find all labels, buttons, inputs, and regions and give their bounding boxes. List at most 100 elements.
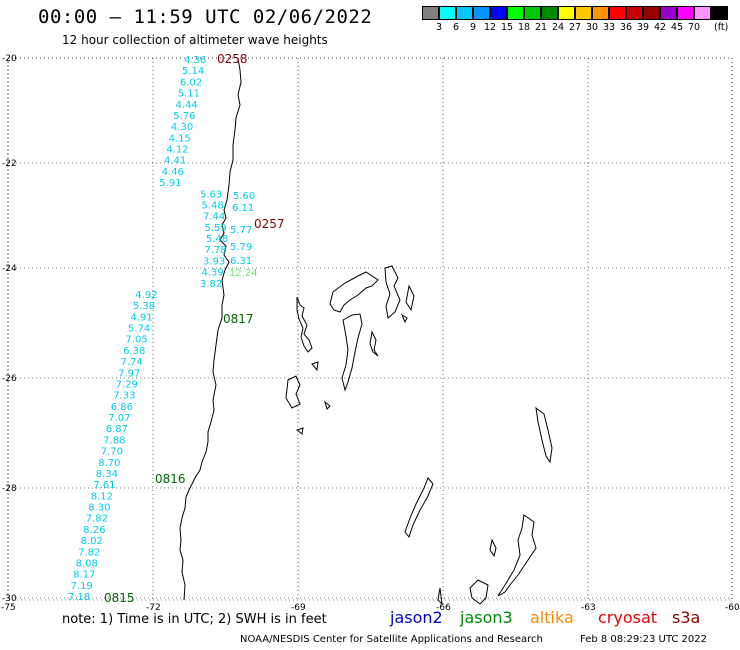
swh-value: 6.87 xyxy=(106,424,128,435)
coastline-southeast xyxy=(437,514,537,606)
swh-value: 7.88 xyxy=(103,435,125,446)
colorbar-tick-label: 6 xyxy=(452,22,460,33)
colorbar-swatch xyxy=(439,6,456,20)
swh-value: 7.29 xyxy=(116,379,138,390)
swh-value: 7.61 xyxy=(93,480,115,491)
colorbar-swatch xyxy=(711,6,728,20)
colorbar-swatch xyxy=(541,6,558,20)
swh-value: 5.79 xyxy=(230,242,252,253)
longitude-tick-label: -66 xyxy=(436,603,451,613)
swh-value: 5.59 xyxy=(205,223,227,234)
longitude-tick-label: -60 xyxy=(725,603,740,613)
swh-value: 7.74 xyxy=(121,357,143,368)
map-subtitle: 12 hour collection of altimeter wave hei… xyxy=(62,33,328,47)
swh-value: 4.30 xyxy=(171,122,193,133)
longitude-tick-label: -69 xyxy=(291,603,306,613)
colorbar-tick-label: 18 xyxy=(517,22,531,33)
swh-value: 7.19 xyxy=(71,581,93,592)
colorbar-tick-label: 45 xyxy=(670,22,684,33)
swh-value: 5.14 xyxy=(182,66,204,77)
coastline-mainland xyxy=(179,57,242,601)
satellite-cryosat: cryosat xyxy=(598,608,658,627)
swh-value: 4.41 xyxy=(164,156,186,167)
map-title: 00:00 – 11:59 UTC 02/06/2022 xyxy=(38,6,373,28)
swh-value: 8.02 xyxy=(81,536,103,547)
colorbar-tick-label: 30 xyxy=(585,22,599,33)
swh-value: 4.91 xyxy=(130,312,152,323)
axis-ticks: -20 -22 -24 -26 -28 -30-75 -72 -69 -66 -63 -60 xyxy=(1,54,740,613)
time-labels: 0258 0257 0817 0816 0815 xyxy=(104,52,285,605)
colorbar-tick-label: 36 xyxy=(619,22,633,33)
swh-value: 4.36 xyxy=(184,55,206,66)
swh-value: 7.78 xyxy=(205,245,227,256)
swh-value: 4.39 xyxy=(202,268,224,279)
swh-value: 4.46 xyxy=(162,167,184,178)
colorbar-swatch xyxy=(490,6,507,20)
longitude-tick-label: -72 xyxy=(146,603,161,613)
colorbar-tick-label: 15 xyxy=(500,22,514,33)
longitude-tick-label: -63 xyxy=(581,603,596,613)
swh-value: 6.38 xyxy=(123,346,145,357)
colorbar-tick-label: 27 xyxy=(568,22,582,33)
swh-value: 5.76 xyxy=(173,111,195,122)
colorbar-swatch xyxy=(524,6,541,20)
colorbar-swatch xyxy=(592,6,609,20)
swh-value: 7.44 xyxy=(203,212,225,223)
latitude-tick-label: -24 xyxy=(2,264,17,274)
swh-value: 4.92 xyxy=(135,290,157,301)
pass-time-label: 0817 xyxy=(223,312,254,326)
swh-value: 7.97 xyxy=(118,368,140,379)
swh-value: 8.30 xyxy=(88,503,110,514)
latitude-tick-label: -26 xyxy=(2,374,17,384)
swh-value: 4.15 xyxy=(169,133,191,144)
coastline xyxy=(179,57,553,606)
latitude-tick-label: -30 xyxy=(2,594,17,604)
credit-line: NOAA/NESDIS Center for Satellite Applica… xyxy=(240,634,543,645)
colorbar-tick-label: 21 xyxy=(534,22,548,33)
footer-note: note: 1) Time is in UTC; 2) SWH is in fe… xyxy=(62,612,327,627)
swh-value: 6.11 xyxy=(232,203,254,214)
satellite-jason2: jason2 xyxy=(390,608,443,627)
satellite-s3a: s3a xyxy=(672,608,701,627)
swh-value: 6.86 xyxy=(111,402,133,413)
swh-value: 5.63 xyxy=(200,189,222,200)
swh-value: 7.18 xyxy=(68,592,90,603)
colorbar-swatch xyxy=(609,6,626,20)
swh-value: 3.82 xyxy=(200,279,222,290)
swh-value: 4.44 xyxy=(175,100,197,111)
swh-value: 12.24 xyxy=(229,268,258,279)
longitude-tick-label: -75 xyxy=(1,603,16,613)
swh-value: 3.93 xyxy=(203,256,225,267)
coastline-salar xyxy=(404,406,553,539)
swh-value: 7.07 xyxy=(108,413,130,424)
swh-value: 7.70 xyxy=(101,447,123,458)
colorbar-tick-label: 42 xyxy=(653,22,667,33)
swh-value: 8.26 xyxy=(83,525,105,536)
colorbar-tick-label: 24 xyxy=(551,22,565,33)
colorbar-unit: (ft) xyxy=(714,22,729,33)
colorbar-swatch xyxy=(643,6,660,20)
colorbar-tick-label: 39 xyxy=(636,22,650,33)
colorbar-swatch xyxy=(677,6,694,20)
swh-value: 8.12 xyxy=(91,491,113,502)
colorbar-swatch xyxy=(558,6,575,20)
colorbar-swatch xyxy=(660,6,677,20)
latitude-tick-label: -20 xyxy=(2,54,17,64)
swh-value: 6.02 xyxy=(180,77,202,88)
coastline-andes-mountains xyxy=(285,265,415,435)
pass-time-label: 0257 xyxy=(254,217,285,231)
satellite-jason3: jason3 xyxy=(460,608,513,627)
colorbar-tick-label: 9 xyxy=(469,22,477,33)
swh-value: 5.91 xyxy=(159,178,181,189)
swh-value: 8.17 xyxy=(73,570,95,581)
graticule xyxy=(7,57,733,601)
satellite-altika: altika xyxy=(530,608,574,627)
colorbar-swatch xyxy=(626,6,643,20)
colorbar-swatch xyxy=(575,6,592,20)
colorbar-swatch xyxy=(694,6,711,20)
colorbar-swatch xyxy=(473,6,490,20)
swh-value: 7.82 xyxy=(86,514,108,525)
colorbar-tick-label: 3 xyxy=(435,22,443,33)
pass-time-label: 0258 xyxy=(217,52,248,66)
swh-value: 6.31 xyxy=(230,256,252,267)
